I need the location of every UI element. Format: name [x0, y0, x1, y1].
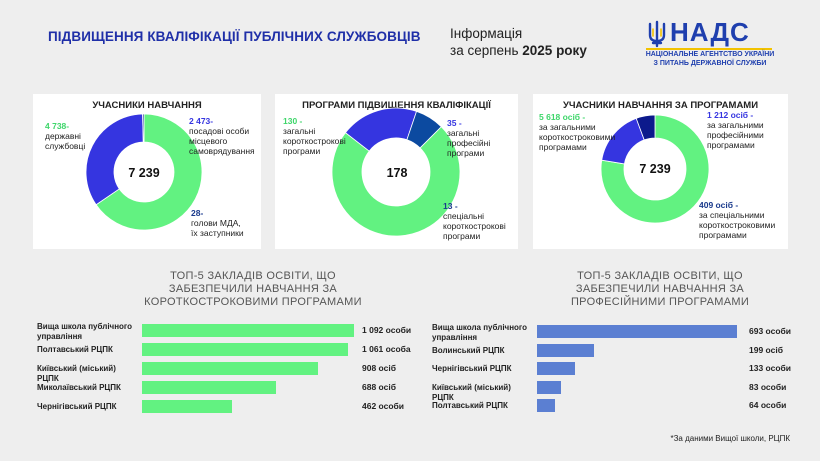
- bar-value-label: 908 осіб: [362, 363, 396, 373]
- slice-label-special-short: 13 - спеціальні короткострокові програми: [443, 201, 506, 241]
- slice-value: 130 -: [283, 116, 303, 126]
- participants-by-program-total: 7 239: [639, 162, 671, 176]
- slice-value: 2 473-: [189, 116, 214, 126]
- top5-prof-title: ТОП-5 ЗАКЛАДІВ ОСВІТИ, ЩО ЗАБЕЗПЕЧИЛИ НАВ…: [570, 270, 750, 308]
- participants-by-program-donut: [600, 114, 710, 224]
- donut-hole: [624, 138, 686, 200]
- participants-donut: [85, 113, 203, 231]
- slice-text: державні службовці: [45, 131, 86, 151]
- programs-card-title: ПРОГРАМИ ПІДВИЩЕННЯ КВАЛІФІКАЦІЇ: [302, 100, 491, 111]
- slice-value: 28-: [191, 208, 204, 218]
- participants-card: УЧАСНИКИ НАВЧАННЯ 7 239 4 738- державні с…: [33, 94, 261, 249]
- bar: [537, 362, 576, 375]
- participants-card-title: УЧАСНИКИ НАВЧАННЯ: [92, 100, 202, 111]
- trident-icon: [648, 20, 666, 48]
- slice-value: 1 212 осіб -: [707, 110, 754, 120]
- slice-text: загальні короткострокові програми: [283, 126, 346, 156]
- slice-text: за загальними професійними програмами: [707, 120, 764, 150]
- bar-value-label: 64 особи: [749, 400, 787, 410]
- slice-value: 409 осіб -: [699, 200, 739, 210]
- bar: [142, 381, 276, 394]
- bar-category-label: Вища школа публічного управління: [432, 323, 528, 342]
- bar-value-label: 199 осіб: [749, 344, 783, 355]
- slice-text: за спеціальними короткостроковими програма…: [699, 210, 776, 240]
- slice-label-civil-servants: 4 738- державні службовці: [45, 121, 85, 151]
- page-title: ПІДВИЩЕННЯ КВАЛІФІКАЦІЇ ПУБЛІЧНИХ СЛУЖБО…: [48, 29, 421, 44]
- slice-value: 13 -: [443, 201, 458, 211]
- donut-hole: [114, 142, 174, 202]
- programs-total: 178: [386, 166, 408, 180]
- participants-total: 7 239: [128, 166, 160, 180]
- slice-text: за загальними короткостроковими програмами: [539, 122, 616, 152]
- bar: [142, 324, 354, 337]
- slice-label-heads: 28- голови МДА, їх заступники: [191, 208, 244, 238]
- logo-divider: [646, 48, 772, 50]
- bar-category-label: Чернігівський РЦПК: [37, 402, 117, 411]
- bar: [537, 325, 737, 338]
- bar-value-label: 693 особи: [749, 326, 792, 336]
- slice-text: посадові особи місцевого самоврядування: [189, 126, 255, 156]
- bar-value-label: 462 особи: [362, 401, 405, 411]
- programs-card: ПРОГРАМИ ПІДВИЩЕННЯ КВАЛІФІКАЦІЇ 178 130…: [275, 94, 518, 249]
- bar-category-label: Київський (міський) РЦПК: [432, 382, 511, 402]
- slice-heads: [142, 113, 145, 143]
- participants-by-program-card: УЧАСНИКИ НАВЧАННЯ ЗА ПРОГРАМАМИ 7 239 5 …: [533, 94, 788, 249]
- slice-label-general-short: 130 - загальні короткострокові програми: [283, 116, 346, 156]
- bar-category-label: Полтавський РЦПК: [432, 401, 508, 410]
- footnote: *За даними Вищої школи, РЦПК: [670, 434, 790, 443]
- slice-label-general-short-people: 5 618 осіб - за загальними короткостроков…: [539, 112, 615, 152]
- nads-logo: НАДС НАЦІОНАЛЬНЕ АГЕНТСТВО УКРАЇНИ З ПИТ…: [640, 17, 780, 72]
- bar-value-label: 1 092 особи: [362, 325, 412, 335]
- slice-label-local-officials: 2 473- посадові особи місцевого самоврядув…: [189, 116, 255, 156]
- bar-value-label: 688 осіб: [362, 382, 396, 392]
- slice-label-special-short-people: 409 осіб - за спеціальними короткостроков…: [699, 200, 775, 240]
- top5-short-title: ТОП-5 ЗАКЛАДІВ ОСВІТИ, ЩО ЗАБЕЗПЕЧИЛИ НАВ…: [144, 270, 362, 308]
- bar: [142, 343, 348, 356]
- logo-abbr: НАДС: [670, 17, 750, 47]
- bar: [537, 343, 595, 357]
- info-line2: за серпень 2025 року: [450, 42, 587, 59]
- bar-category-label: Київський (міський) РЦПК: [37, 364, 116, 383]
- bar-category-label: Чернігівський РЦПК: [432, 364, 512, 373]
- slice-label-general-prof: 35 - загальні професійні програми: [447, 118, 490, 158]
- slice-text: спеціальні короткострокові програми: [443, 211, 506, 241]
- programs-donut: [331, 107, 461, 237]
- donut-hole: [362, 138, 430, 206]
- slice-value: 4 738-: [45, 121, 70, 131]
- bar-value-label: 83 особи: [749, 381, 787, 392]
- info-line1: Інформація: [450, 26, 523, 41]
- bar: [142, 400, 232, 413]
- bar: [537, 399, 556, 412]
- bar: [142, 362, 319, 375]
- slice-text: голови МДА, їх заступники: [191, 218, 244, 238]
- logo-sub-line2: З ПИТАНЬ ДЕРЖАВНОЇ СЛУЖБИ: [653, 60, 767, 67]
- slice-text: загальні професійні програми: [447, 128, 491, 158]
- info-line2-prefix: за серпень: [450, 43, 523, 58]
- bar-category-label: Полтавський РЦПК: [37, 345, 113, 354]
- bar-value-label: 1 061 особа: [362, 344, 411, 354]
- bar-category-label: Миколаївський РЦПК: [37, 383, 121, 392]
- slice-label-general-prof-people: 1 212 осіб - за загальними професійними пр…: [707, 110, 764, 150]
- bar-value-label: 133 особи: [749, 363, 792, 373]
- report-period: Інформація за серпень 2025 року: [450, 25, 587, 59]
- participants-by-program-title: УЧАСНИКИ НАВЧАННЯ ЗА ПРОГРАМАМИ: [562, 100, 759, 111]
- bar-category-label: Волинський РЦПК: [432, 345, 505, 355]
- bar: [537, 380, 561, 394]
- slice-value: 35 -: [447, 118, 462, 128]
- logo-sub-line1: НАЦІОНАЛЬНЕ АГЕНТСТВО УКРАЇНИ: [645, 51, 775, 58]
- info-line2-year: 2025 року: [522, 43, 587, 58]
- bar-category-label: Вища школа публічного управління: [37, 322, 133, 341]
- slice-value: 5 618 осіб -: [539, 112, 586, 122]
